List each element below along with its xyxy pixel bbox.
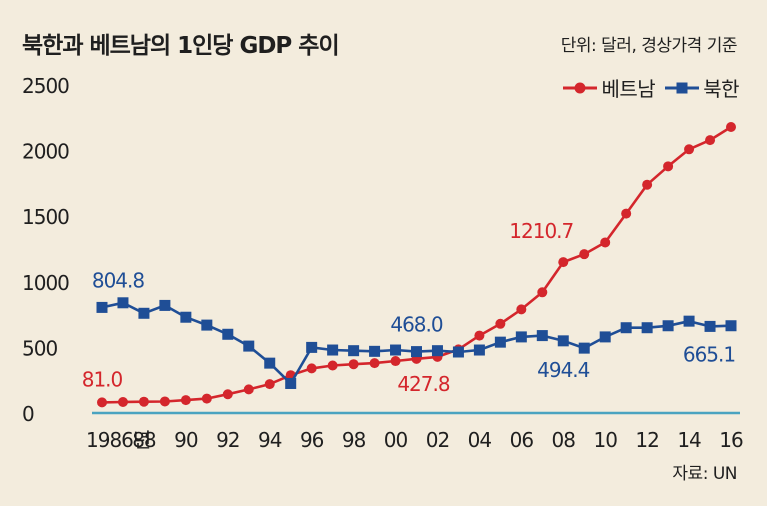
data-point-vietnam — [369, 358, 380, 369]
x-tick-label: 04 — [468, 428, 492, 452]
data-point-north-korea — [243, 340, 255, 352]
data-point-vietnam — [201, 393, 212, 404]
x-tick-label: 12 — [635, 428, 658, 452]
data-point-north-korea — [96, 301, 108, 313]
data-point-north-korea — [117, 297, 129, 309]
x-tick-label: 02 — [426, 428, 449, 452]
y-tick-label: 0 — [22, 402, 34, 426]
x-tick-label: 92 — [216, 428, 239, 452]
x-tick-label: 10 — [593, 428, 617, 452]
legend-item-north-korea: 북한 — [665, 73, 739, 102]
data-point-vietnam — [180, 395, 191, 406]
data-point-vietnam — [222, 389, 233, 400]
data-point-north-korea — [201, 319, 213, 331]
data-point-vietnam — [705, 135, 716, 146]
data-point-north-korea — [578, 342, 590, 354]
data-point-vietnam — [390, 356, 401, 367]
x-tick-label: 94 — [258, 428, 282, 452]
data-point-vietnam — [579, 249, 590, 260]
data-point-vietnam — [474, 330, 485, 341]
data-point-vietnam — [495, 318, 506, 329]
data-point-north-korea — [285, 377, 297, 389]
data-point-vietnam — [243, 384, 254, 395]
data-point-vietnam — [306, 363, 317, 374]
data-point-north-korea — [411, 346, 422, 358]
y-tick-label: 2500 — [22, 74, 69, 98]
data-point-vietnam — [264, 379, 275, 390]
y-tick-label: 2000 — [22, 140, 69, 164]
data-label-north-korea: 665.1 — [683, 343, 735, 367]
data-point-north-korea — [306, 341, 318, 353]
data-point-vietnam — [97, 397, 107, 408]
data-label-vietnam: 427.8 — [397, 372, 450, 396]
unit-note: 단위: 달러, 경상가격 기준 — [560, 36, 738, 56]
data-label-north-korea: 494.4 — [537, 358, 590, 382]
data-point-north-korea — [264, 357, 276, 369]
data-point-vietnam — [621, 208, 632, 219]
data-point-north-korea — [557, 335, 569, 347]
x-tick-label: 00 — [384, 428, 408, 452]
y-tick-label: 1000 — [22, 271, 69, 295]
x-tick-label: 1986년 — [86, 428, 150, 452]
data-point-vietnam — [684, 144, 695, 155]
data-point-vietnam — [117, 396, 128, 407]
data-point-vietnam — [159, 396, 170, 407]
data-point-north-korea — [536, 330, 548, 342]
x-tick-label: 88 — [132, 428, 156, 452]
data-point-north-korea — [348, 345, 360, 357]
chart-title: 북한과 베트남의 1인당 GDP 추이 — [22, 33, 340, 59]
data-point-north-korea — [725, 320, 737, 332]
data-label-north-korea: 468.0 — [390, 313, 443, 337]
data-point-north-korea — [159, 299, 171, 311]
x-tick-label: 08 — [552, 428, 576, 452]
legend-vietnam-marker — [563, 82, 598, 93]
data-point-vietnam — [537, 287, 548, 298]
data-point-vietnam — [138, 396, 149, 407]
x-tick-label: 90 — [174, 428, 198, 452]
legend: 베트남 북한 — [563, 73, 739, 102]
data-point-north-korea — [452, 346, 464, 358]
legend-north-korea-label: 북한 — [703, 77, 739, 101]
data-point-north-korea — [390, 344, 402, 356]
data-point-vietnam — [558, 257, 569, 268]
data-point-north-korea — [180, 311, 192, 323]
x-tick-label: 98 — [342, 428, 366, 452]
data-point-north-korea — [599, 331, 611, 343]
y-tick-label: 500 — [22, 336, 57, 360]
data-point-vietnam — [600, 237, 611, 248]
data-point-north-korea — [515, 331, 527, 343]
data-point-vietnam — [663, 161, 674, 172]
data-point-north-korea — [431, 345, 443, 357]
data-point-vietnam — [726, 121, 736, 132]
data-point-north-korea — [683, 315, 695, 327]
data-point-north-korea — [327, 344, 339, 356]
y-tick-label: 1500 — [22, 205, 69, 229]
x-tick-label: 14 — [677, 428, 701, 452]
legend-vietnam-label: 베트남 — [601, 77, 656, 101]
source-note: 자료: UN — [672, 464, 737, 484]
data-point-vietnam — [348, 359, 359, 370]
data-point-north-korea — [369, 345, 381, 357]
data-point-vietnam — [327, 360, 338, 371]
legend-north-korea-marker — [665, 82, 700, 93]
x-tick-label: 96 — [300, 428, 324, 452]
data-point-north-korea — [704, 320, 716, 332]
data-point-north-korea — [473, 344, 485, 356]
data-point-north-korea — [641, 322, 653, 334]
data-point-vietnam — [516, 304, 527, 315]
data-label-north-korea: 804.8 — [92, 268, 145, 292]
legend-item-vietnam: 베트남 — [563, 73, 656, 102]
data-point-north-korea — [494, 336, 506, 348]
data-label-vietnam: 1210.7 — [509, 219, 573, 243]
data-point-north-korea — [138, 307, 150, 319]
data-point-north-korea — [620, 322, 632, 334]
x-tick-label: 06 — [510, 428, 534, 452]
data-point-vietnam — [642, 179, 653, 190]
data-point-north-korea — [662, 320, 674, 332]
data-point-north-korea — [222, 328, 234, 340]
x-tick-label: 16 — [719, 428, 743, 452]
data-label-vietnam: 81.0 — [82, 367, 123, 391]
